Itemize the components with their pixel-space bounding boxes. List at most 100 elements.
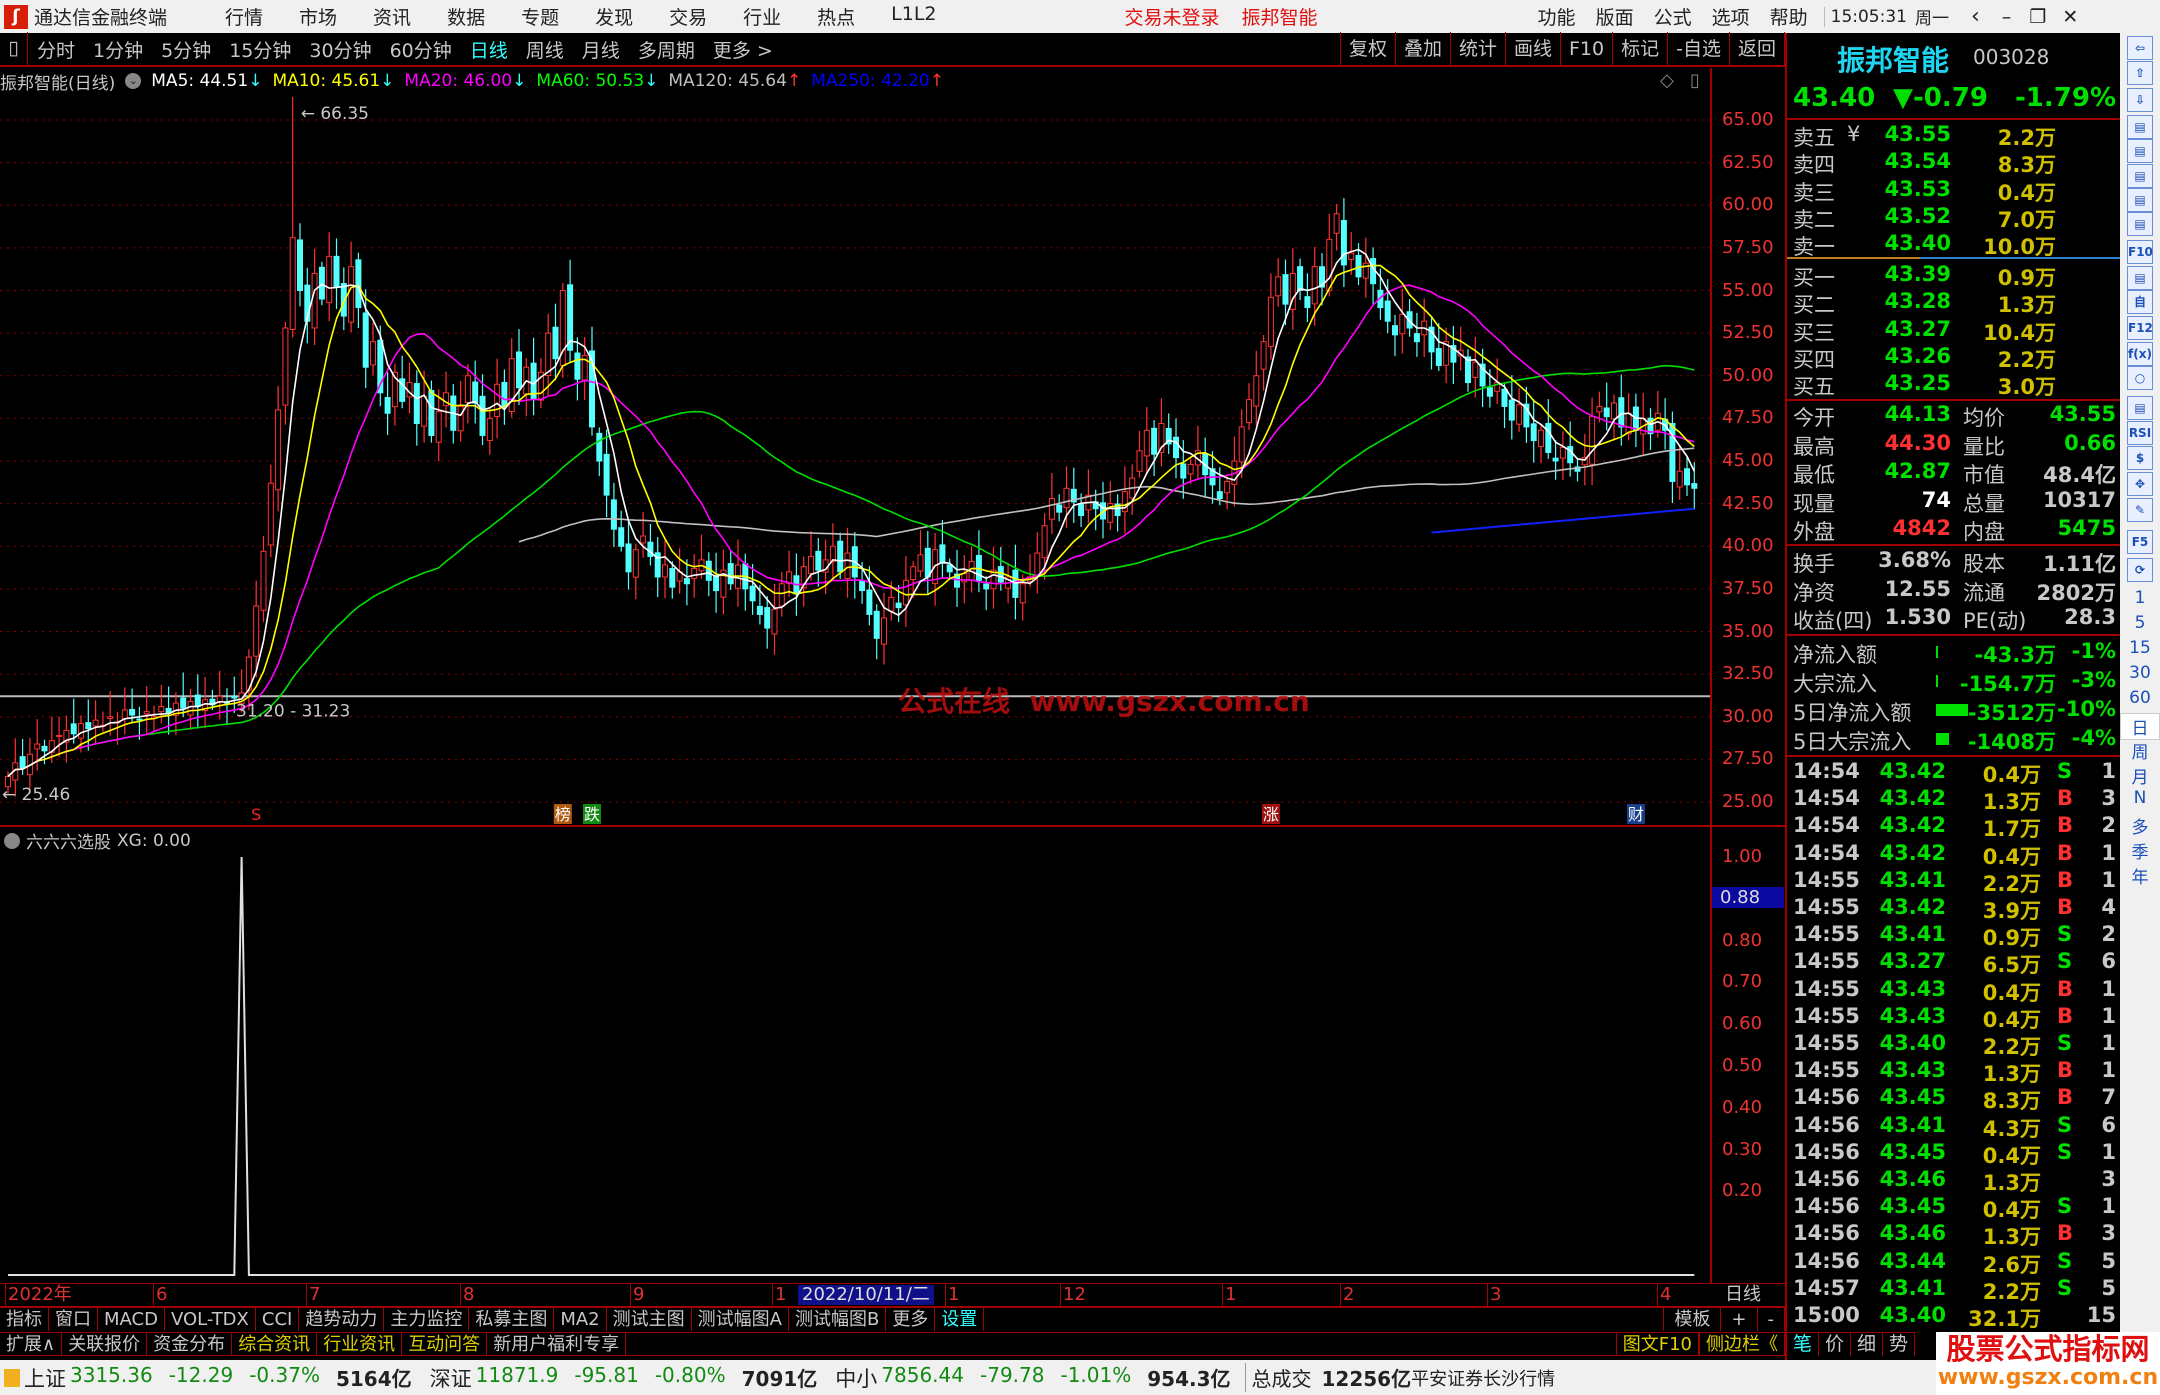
index-quote[interactable]: 中小 7856.44 -79.78 -1.01% 954.3亿: [835, 1363, 1230, 1393]
index-ticker-icon[interactable]: [4, 1368, 20, 1387]
panel-tab-1[interactable]: 价: [1819, 1333, 1852, 1356]
indicator-tab-13[interactable]: 设置: [935, 1308, 985, 1331]
arrow-down-icon[interactable]: ⇩: [2127, 88, 2153, 112]
extension-tab-2[interactable]: 资金分布: [147, 1333, 233, 1355]
period-tab-6[interactable]: 日线: [469, 39, 508, 62]
menu-1[interactable]: 市场: [299, 7, 338, 29]
asks-row[interactable]: 卖一 43.40 10.0万: [1793, 231, 2116, 259]
back-icon[interactable]: ‹: [1970, 4, 1980, 29]
login-status[interactable]: 交易未登录: [1124, 7, 1220, 29]
action-button-5[interactable]: 标记: [1612, 32, 1667, 66]
period-shortcut-11[interactable]: 年: [2131, 868, 2149, 888]
period-shortcut-6[interactable]: 周: [2131, 743, 2149, 763]
extension-tab-3[interactable]: 综合资讯: [232, 1333, 318, 1355]
diamond-icon[interactable]: ◇: [1660, 70, 1674, 91]
f5-icon[interactable]: F5: [2127, 530, 2153, 554]
f12-icon[interactable]: F12: [2127, 316, 2153, 340]
wave-icon[interactable]: ▤: [2127, 396, 2153, 420]
formula-icon[interactable]: f(x): [2127, 342, 2153, 366]
indicator-tab-2[interactable]: MACD: [98, 1308, 165, 1331]
panel-tab-2[interactable]: 细: [1851, 1333, 1884, 1356]
panel-tab-3[interactable]: 势: [1883, 1333, 1916, 1356]
indicator-tab-8[interactable]: MA2: [554, 1308, 607, 1331]
menu-3[interactable]: 数据: [447, 7, 486, 29]
pencil-icon[interactable]: ✎: [2127, 498, 2153, 522]
event-marker[interactable]: 涨: [1263, 805, 1279, 824]
bids-row[interactable]: 买三 43.27 10.4万: [1793, 317, 2116, 345]
right-menu-4[interactable]: 帮助: [1769, 7, 1808, 29]
menu-0[interactable]: 行情: [225, 7, 264, 29]
period-tab-8[interactable]: 月线: [581, 39, 620, 62]
candlestick-icon[interactable]: ▤: [2127, 188, 2153, 212]
period-tab-9[interactable]: 多周期: [637, 39, 695, 62]
action-button-4[interactable]: F10: [1560, 32, 1612, 66]
line-chart-icon[interactable]: ▤: [2127, 164, 2153, 188]
period-shortcut-10[interactable]: 季: [2131, 843, 2149, 863]
indicator-tab-4[interactable]: CCI: [256, 1308, 300, 1331]
indicator-tab-12[interactable]: 更多: [886, 1308, 936, 1331]
restore-icon[interactable]: ❐: [2029, 5, 2047, 28]
arrow-left-icon[interactable]: ⇦: [2127, 36, 2153, 60]
indicator-tab-3[interactable]: VOL-TDX: [165, 1308, 256, 1331]
right-menu-3[interactable]: 选项: [1711, 7, 1750, 29]
period-shortcut-5[interactable]: 日: [2120, 713, 2160, 740]
self-select-icon[interactable]: 自: [2127, 290, 2153, 314]
period-shortcut-0[interactable]: 1: [2134, 588, 2146, 608]
event-marker[interactable]: 财: [1628, 805, 1644, 824]
action-button-3[interactable]: 画线: [1504, 32, 1560, 66]
bids-row[interactable]: 买二 43.28 1.3万: [1793, 289, 2116, 317]
period-tab-5[interactable]: 60分钟: [389, 39, 452, 62]
menu-7[interactable]: 行业: [743, 7, 782, 29]
event-marker[interactable]: 跌: [584, 805, 600, 824]
period-tab-7[interactable]: 周线: [525, 39, 564, 62]
event-marker[interactable]: S: [251, 805, 261, 824]
asks-row[interactable]: 卖四 43.54 8.3万: [1793, 149, 2116, 177]
template-button-1[interactable]: +: [1721, 1308, 1758, 1331]
refresh-icon[interactable]: ⟳: [2127, 558, 2153, 582]
period-shortcut-8[interactable]: N: [2133, 788, 2147, 808]
panel-toggle-icon[interactable]: ▯: [1690, 70, 1700, 91]
dollar-icon[interactable]: $: [2127, 446, 2153, 470]
action-button-2[interactable]: 统计: [1449, 32, 1505, 66]
menu-2[interactable]: 资讯: [373, 7, 412, 29]
index-quote[interactable]: 深证 11871.9 -95.81 -0.80% 7091亿: [430, 1363, 818, 1393]
period-tab-0[interactable]: 分时: [37, 39, 76, 62]
close-icon[interactable]: ✕: [2062, 5, 2079, 28]
rsi-icon[interactable]: RSI: [2127, 421, 2153, 445]
period-tab-2[interactable]: 5分钟: [161, 39, 212, 62]
indicator-tab-9[interactable]: 测试主图: [607, 1308, 692, 1331]
period-shortcut-9[interactable]: 多: [2131, 818, 2149, 838]
period-shortcut-3[interactable]: 30: [2129, 663, 2151, 683]
right-menu-1[interactable]: 版面: [1595, 7, 1634, 29]
indicator-tab-10[interactable]: 测试幅图A: [692, 1308, 789, 1331]
menu-6[interactable]: 交易: [669, 7, 708, 29]
action-button-7[interactable]: 返回: [1728, 32, 1784, 66]
minimize-icon[interactable]: –: [2001, 5, 2012, 28]
template-button-2[interactable]: -: [1758, 1308, 1785, 1331]
indicator-tab-5[interactable]: 趋势动力: [299, 1308, 385, 1331]
indicator-chart[interactable]: [0, 828, 1710, 1280]
f10-icon[interactable]: F10: [2127, 240, 2153, 264]
menu-5[interactable]: 发现: [595, 7, 634, 29]
arrow-up-icon[interactable]: ⇧: [2127, 61, 2153, 85]
tree-icon[interactable]: ▤: [2127, 266, 2153, 290]
indicator-tab-7[interactable]: 私募主图: [469, 1308, 555, 1331]
quote-list-icon[interactable]: ▤: [2127, 115, 2153, 139]
pane-divider[interactable]: [0, 825, 1785, 827]
period-shortcut-4[interactable]: 60: [2129, 688, 2151, 708]
period-shortcut-2[interactable]: 15: [2129, 638, 2151, 658]
price-chart[interactable]: ← 66.35 ← 25.46 31.20 - 31.23 S 榜跌 涨 财: [0, 95, 1710, 825]
move-icon[interactable]: ✥: [2127, 472, 2153, 496]
asks-row[interactable]: 卖二 43.52 7.0万: [1793, 204, 2116, 232]
indicator-tab-0[interactable]: 指标: [0, 1308, 49, 1331]
menu-8[interactable]: 热点: [817, 7, 856, 29]
side-button-1[interactable]: 侧边栏《: [1699, 1333, 1785, 1355]
template-button-0[interactable]: 模板: [1664, 1308, 1722, 1331]
asks-row[interactable]: 卖三 43.53 0.4万: [1793, 177, 2116, 205]
right-menu-2[interactable]: 公式: [1653, 7, 1692, 29]
event-marker[interactable]: 榜: [555, 805, 571, 824]
period-tab-10[interactable]: 更多 >: [712, 39, 773, 62]
window-icon[interactable]: ▤: [2127, 212, 2153, 236]
action-button-0[interactable]: 复权: [1339, 32, 1395, 66]
asks-row[interactable]: 卖五 ¥43.55 2.2万: [1793, 122, 2116, 150]
